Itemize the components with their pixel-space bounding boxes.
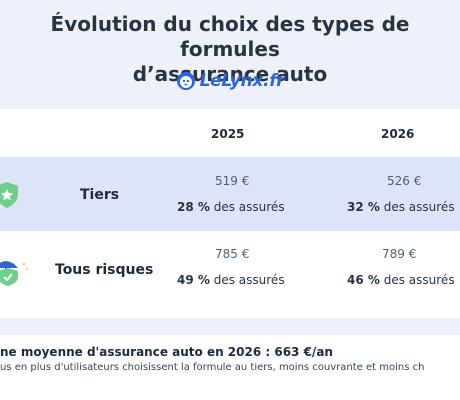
price-tous-risques-2025: 785 € <box>215 247 250 261</box>
price-tous-risques-2026: 789 € <box>382 247 417 261</box>
lynx-logo-icon <box>176 72 195 90</box>
year-header-2025: 2025 <box>211 127 245 141</box>
row-label-tiers: Tiers <box>80 187 120 203</box>
summary-detail: us en plus d'utilisateurs choisissent la… <box>0 362 425 373</box>
shield-star-icon <box>0 182 18 208</box>
year-header-2026: 2026 <box>381 127 415 141</box>
pct-tous-risques-2026: 46 % des assurés <box>347 273 455 287</box>
title-line-2: d’assurance auto <box>132 62 328 86</box>
pct-tiers-2025: 28 % des assurés <box>177 200 285 214</box>
summary-headline: ne moyenne d'assurance auto en 2026 : 66… <box>0 345 333 359</box>
table-row-tiers <box>0 157 460 231</box>
summary-box <box>0 335 460 400</box>
umbrella-shield-icon <box>0 261 28 286</box>
page-title: Évolution du choix des types de formules… <box>0 12 460 87</box>
row-label-tous-risques: Tous risques <box>55 262 154 278</box>
table-row-tous-risques <box>0 231 460 315</box>
price-tiers-2026: 526 € <box>387 174 422 188</box>
price-tiers-2025: 519 € <box>215 174 250 188</box>
pct-tous-risques-2025: 49 % des assurés <box>177 273 285 287</box>
title-line-1: Évolution du choix des types de formules <box>50 12 410 61</box>
pct-tiers-2026: 32 % des assurés <box>347 200 455 214</box>
brand-logo: LeLynx.fr <box>0 71 460 91</box>
brand-name: LeLynx.fr <box>199 71 285 91</box>
